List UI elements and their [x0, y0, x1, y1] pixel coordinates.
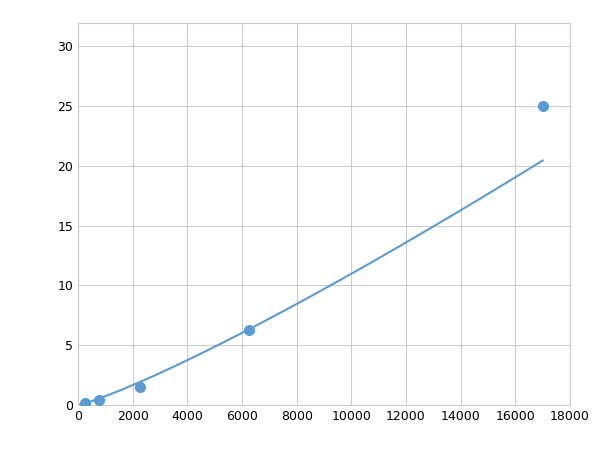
Point	[538, 103, 547, 110]
Point	[244, 326, 254, 333]
Point	[134, 383, 145, 391]
Point	[80, 399, 89, 406]
Point	[94, 396, 103, 404]
